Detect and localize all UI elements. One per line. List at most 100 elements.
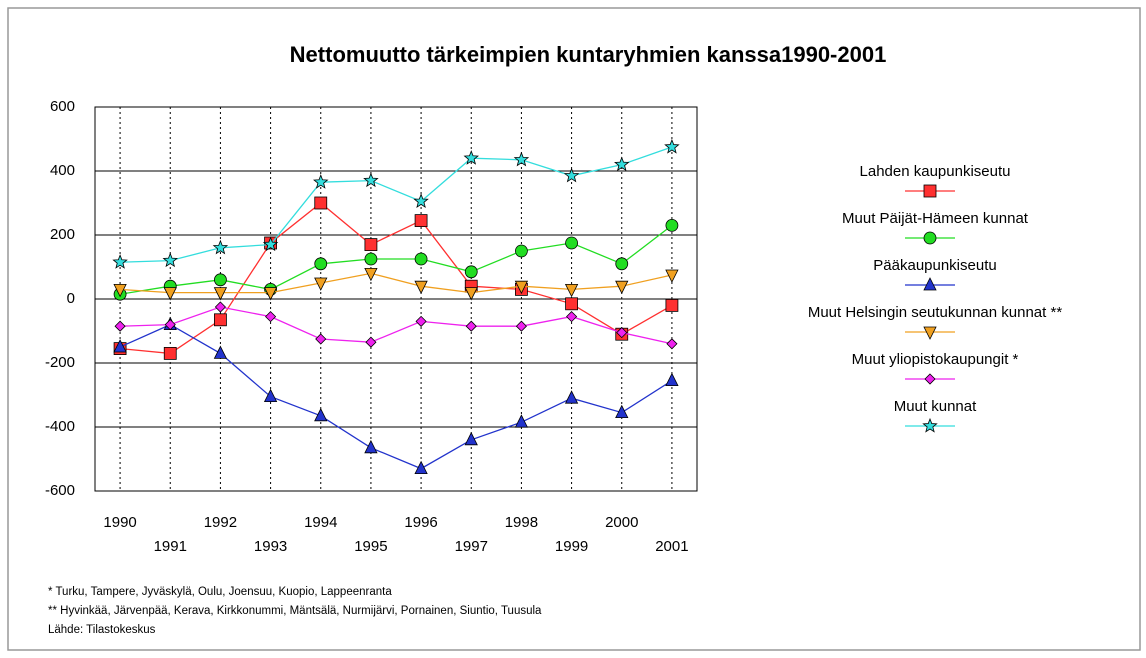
marker <box>515 320 527 332</box>
marker <box>163 287 177 301</box>
y-tick-label: 600 <box>50 98 75 115</box>
legend-label: Pääkaupunkiseutu <box>873 257 996 274</box>
marker <box>364 439 378 454</box>
y-tick-label: 200 <box>50 226 75 243</box>
x-tick-label: 1990 <box>103 514 136 531</box>
y-tick-label: -400 <box>45 418 75 435</box>
marker <box>365 336 377 348</box>
marker <box>923 277 937 291</box>
y-tick-label: 400 <box>50 162 75 179</box>
marker <box>114 320 126 332</box>
marker <box>315 333 327 345</box>
x-tick-label: 1995 <box>354 538 387 555</box>
marker <box>363 172 379 188</box>
series-line <box>120 146 673 263</box>
legend-label: Lahden kaupunkiseutu <box>860 163 1011 180</box>
marker <box>212 239 229 255</box>
chart-title: Nettomuutto tärkeimpien kuntaryhmien kan… <box>290 42 887 67</box>
marker <box>924 373 936 385</box>
marker <box>665 372 679 387</box>
marker <box>514 280 529 295</box>
marker <box>414 460 428 475</box>
series-line <box>120 272 673 294</box>
marker <box>923 231 937 245</box>
marker <box>465 320 477 332</box>
y-tick-label: -600 <box>45 482 75 499</box>
x-tick-label: 2000 <box>605 514 638 531</box>
marker <box>464 431 478 446</box>
marker <box>615 280 629 295</box>
note: Lähde: Tilastokeskus <box>48 624 156 636</box>
frame <box>7 7 1141 651</box>
marker <box>616 327 628 339</box>
marker <box>414 214 428 228</box>
marker <box>163 346 177 360</box>
marker <box>564 283 579 298</box>
series-line <box>119 224 673 295</box>
marker <box>314 196 328 210</box>
marker <box>364 238 378 252</box>
x-tick-label: 1998 <box>505 514 538 531</box>
marker <box>514 414 529 428</box>
marker <box>614 156 630 172</box>
y-tick-label: -200 <box>45 354 75 371</box>
marker <box>513 151 530 167</box>
marker <box>213 345 228 359</box>
marker <box>214 313 227 327</box>
marker <box>565 236 578 250</box>
legend-label: Muut Päijät-Hämeen kunnat <box>842 210 1029 227</box>
marker <box>615 257 629 271</box>
marker <box>665 269 679 283</box>
series-line <box>120 202 673 355</box>
marker <box>314 257 328 271</box>
marker <box>414 280 428 295</box>
legend-label: Muut yliopistokaupungit * <box>852 351 1019 368</box>
marker <box>615 404 629 419</box>
x-tick-label: 1992 <box>204 514 237 531</box>
marker <box>664 138 680 154</box>
x-tick-label: 1991 <box>154 538 187 555</box>
marker <box>263 388 278 403</box>
marker <box>515 244 528 258</box>
marker <box>464 265 478 279</box>
marker <box>923 184 937 198</box>
marker <box>413 193 429 208</box>
note: * Turku, Tampere, Jyväskylä, Oulu, Joens… <box>48 586 392 598</box>
marker <box>162 252 178 268</box>
legend-label: Muut kunnat <box>894 398 977 415</box>
marker <box>262 236 279 252</box>
marker <box>113 339 127 353</box>
y-tick-label: 0 <box>67 290 75 307</box>
marker <box>364 252 378 266</box>
marker <box>665 218 679 232</box>
marker <box>665 298 679 312</box>
x-tick-label: 1999 <box>555 538 588 555</box>
marker <box>464 287 478 301</box>
marker <box>265 311 277 323</box>
marker <box>922 417 938 433</box>
marker <box>566 311 578 323</box>
marker <box>113 283 127 298</box>
x-tick-label: 1994 <box>304 514 337 531</box>
marker <box>214 273 227 287</box>
x-tick-label: 1993 <box>254 538 287 555</box>
marker <box>214 301 226 313</box>
series-line <box>119 323 673 470</box>
marker <box>213 287 228 301</box>
note: ** Hyvinkää, Järvenpää, Kerava, Kirkkonu… <box>48 605 542 617</box>
marker <box>565 297 578 311</box>
marker <box>314 407 328 422</box>
marker <box>263 287 278 301</box>
marker <box>112 254 128 269</box>
x-tick-label: 1997 <box>455 538 488 555</box>
legend-label: Muut Helsingin seutukunnan kunnat ** <box>808 304 1062 321</box>
marker <box>415 315 427 327</box>
marker <box>666 338 678 350</box>
marker <box>314 277 328 291</box>
marker <box>164 319 176 331</box>
marker <box>414 252 428 266</box>
marker <box>463 150 479 165</box>
marker <box>364 267 378 282</box>
